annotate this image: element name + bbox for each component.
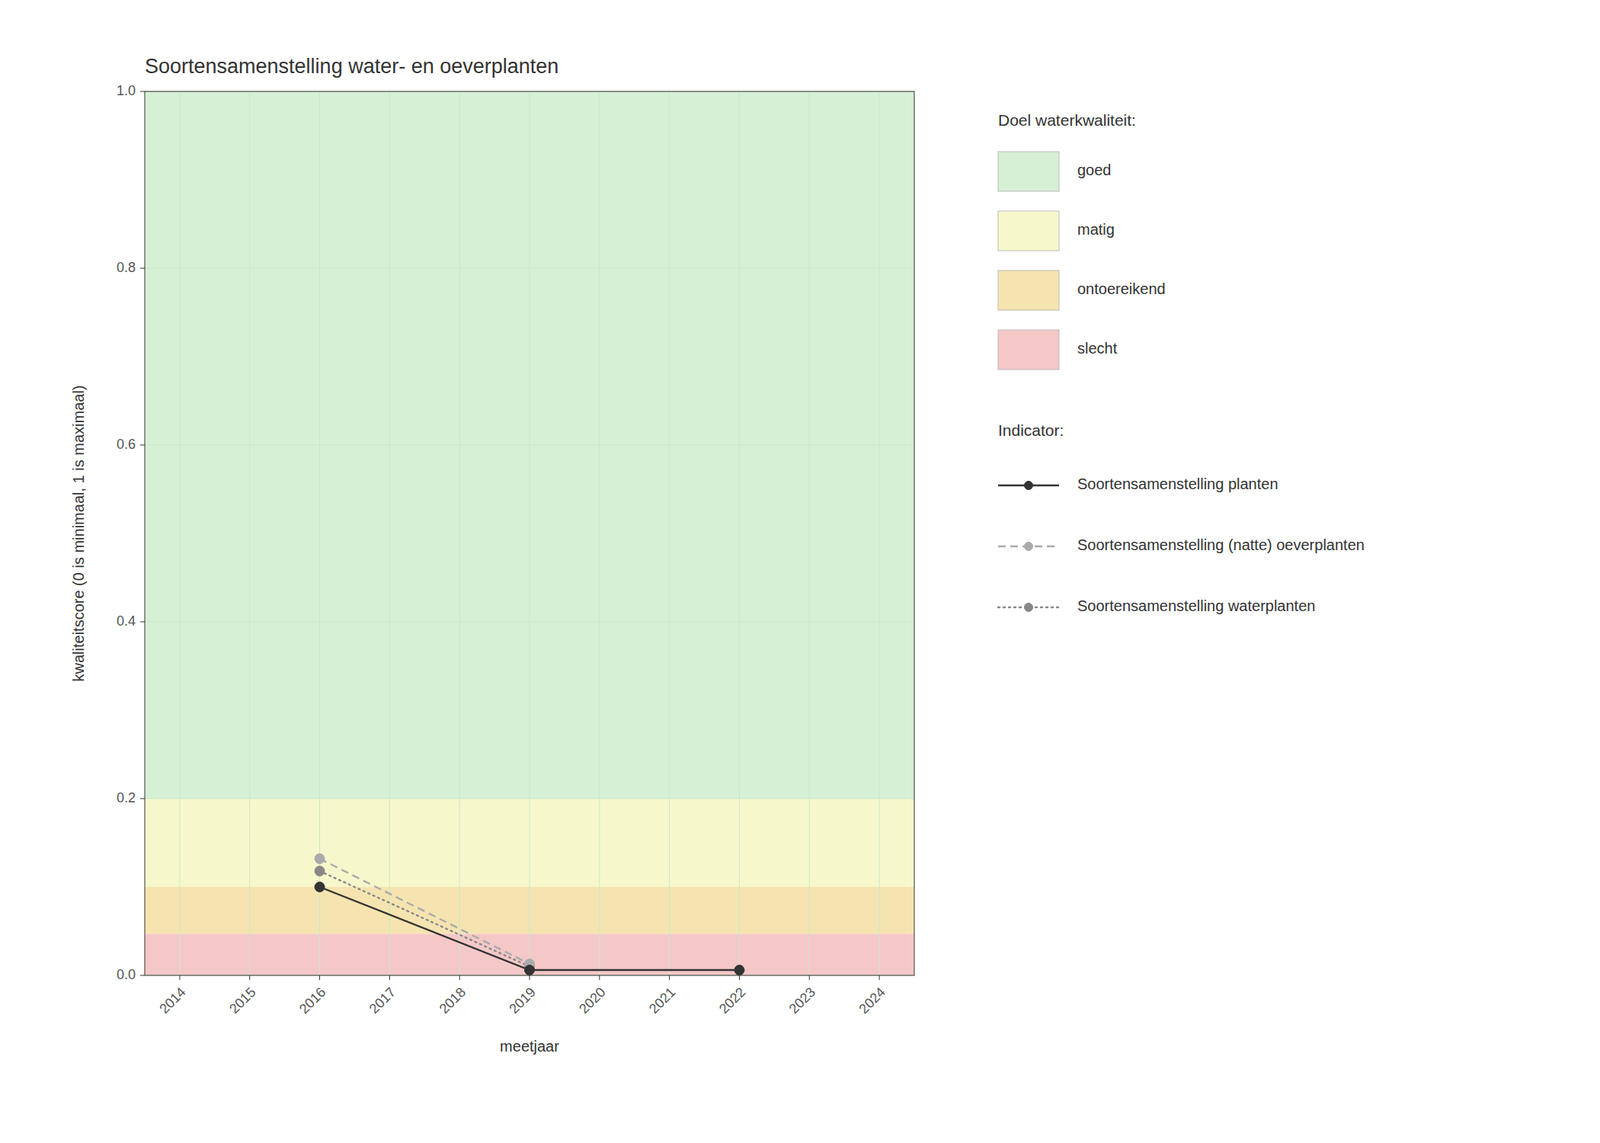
x-tick-label: 2021 — [646, 984, 679, 1017]
series-group — [314, 853, 745, 975]
x-tick-label: 2019 — [505, 984, 538, 1017]
x-tick — [249, 975, 250, 980]
x-tick-label: 2023 — [786, 984, 819, 1017]
x-tick-label: 2016 — [296, 984, 329, 1017]
x-tick-label: 2024 — [856, 984, 889, 1017]
grid-line-x — [739, 91, 740, 976]
legend-marker — [1024, 481, 1034, 490]
axes: 2014 2015 2016 2017 2018 2019 2020 2021 2022 2023… — [116, 83, 889, 1017]
x-tick-label: 2020 — [576, 984, 608, 1017]
grid-line-x — [809, 91, 810, 976]
y-tick — [140, 444, 145, 446]
grid-line-x — [598, 91, 600, 976]
grid-line-x — [879, 91, 880, 976]
legend-swatch — [998, 151, 1060, 192]
series-marker — [314, 882, 325, 893]
legend-label: Soortensamenstelling waterplanten — [1077, 597, 1316, 615]
legend-label: slecht — [1077, 339, 1118, 357]
grid-line-x — [389, 91, 391, 976]
legend-title: Doel waterkwaliteit: — [998, 111, 1136, 129]
x-tick — [529, 975, 531, 980]
grid-line-x — [249, 91, 250, 976]
x-tick-label: 2022 — [716, 984, 749, 1017]
x-axis-label: meetjaar — [499, 1037, 560, 1055]
legend-label: Soortensamenstelling planten — [1077, 475, 1279, 493]
grid — [144, 91, 915, 976]
legend-swatch — [998, 211, 1060, 251]
x-tick — [319, 975, 320, 980]
x-tick — [179, 975, 180, 980]
y-tick-label: 0.8 — [116, 259, 136, 276]
background — [0, 0, 1600, 1143]
series-marker — [314, 866, 325, 877]
legend-marker — [1024, 603, 1034, 612]
chart-title: Soortensamenstelling water- en oeverplan… — [144, 54, 559, 78]
legend-swatch — [998, 329, 1060, 370]
y-tick — [140, 975, 145, 976]
series — [314, 882, 745, 976]
x-tick — [739, 975, 740, 980]
legend-marker — [1024, 542, 1034, 551]
y-tick-label: 1.0 — [116, 83, 136, 99]
grid-line-x — [459, 91, 461, 976]
chart: 2014 2015 2016 2017 2018 2019 2020 2021 2022 2023… — [0, 0, 1600, 1143]
quality-bands — [144, 91, 915, 976]
grid-line-y — [144, 268, 915, 269]
legend-label: matig — [1077, 220, 1115, 238]
legend-label: goed — [1077, 161, 1112, 179]
legend-label: Soortensamenstelling (natte) oeverplante… — [1077, 536, 1365, 554]
x-tick — [459, 975, 461, 980]
grid-line-x — [668, 91, 670, 976]
grid-line-x — [179, 91, 180, 976]
y-tick-label: 0.6 — [116, 436, 136, 452]
legend: Doel waterkwaliteit: goed matig ontoereiken… — [998, 111, 1365, 615]
grid-line-y — [144, 621, 915, 623]
x-tick — [809, 975, 810, 980]
grid-line-x — [319, 91, 320, 976]
y-axis-label: kwaliteitscore (0 is minimaal, 1 is maxi… — [70, 385, 87, 682]
x-tick-label: 2017 — [366, 984, 399, 1017]
series-marker — [314, 853, 325, 864]
x-tick — [879, 975, 880, 980]
series-marker — [734, 965, 745, 976]
series-marker — [524, 965, 535, 976]
y-tick-label: 0.4 — [116, 613, 136, 629]
grid-line-y — [144, 798, 915, 800]
legend-label: ontoereikend — [1077, 280, 1166, 298]
x-tick-label: 2015 — [226, 984, 259, 1017]
x-tick-label: 2018 — [436, 984, 469, 1017]
y-tick-label: 0.0 — [116, 966, 136, 983]
legend-title: Indicator: — [998, 421, 1064, 439]
y-tick — [140, 268, 145, 269]
series-line — [320, 858, 530, 964]
series-line — [320, 870, 530, 967]
x-tick — [668, 975, 670, 980]
grid-line-y — [144, 444, 915, 446]
series-line — [320, 886, 740, 970]
grid-line-x — [529, 91, 531, 976]
plot-frame — [144, 91, 915, 976]
y-tick — [140, 621, 145, 623]
series — [314, 853, 535, 969]
y-tick-label: 0.2 — [116, 790, 136, 806]
y-tick — [140, 91, 145, 93]
x-tick-label: 2014 — [156, 984, 189, 1017]
x-tick — [598, 975, 600, 980]
y-tick — [140, 798, 145, 800]
legend-swatch — [998, 270, 1060, 311]
series — [314, 866, 535, 972]
x-tick — [389, 975, 391, 980]
